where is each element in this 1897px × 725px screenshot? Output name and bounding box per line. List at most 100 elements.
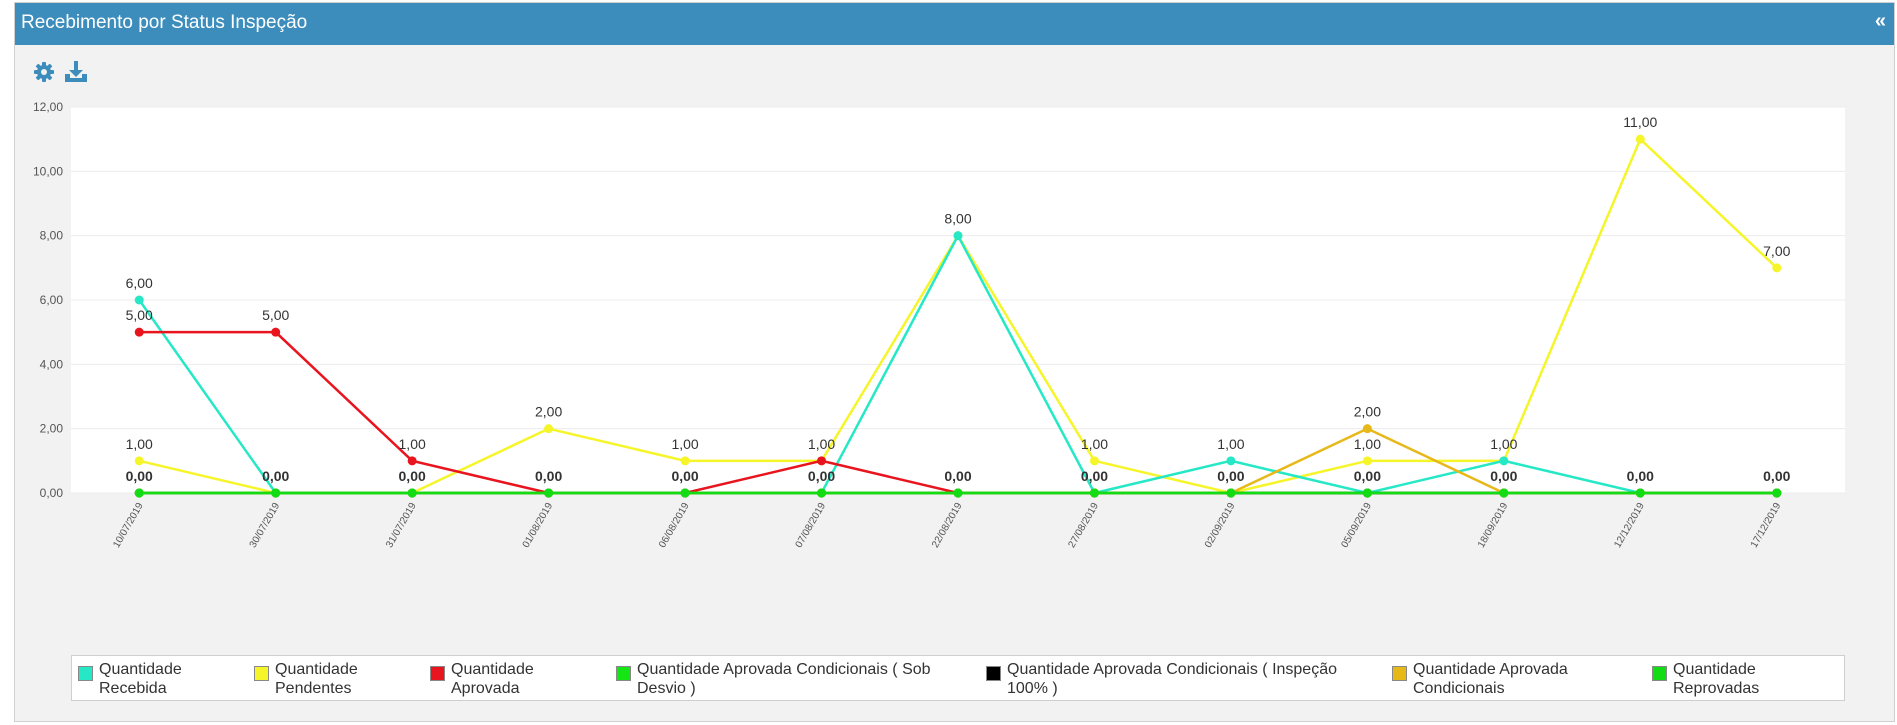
x-tick-label: 27/08/2019 — [1067, 501, 1102, 550]
collapse-button[interactable]: « — [1874, 10, 1886, 32]
legend-swatch — [1652, 666, 1667, 681]
legend-label: Quantidade Aprovada Condicionais ( Sob De… — [637, 661, 931, 697]
legend-swatch — [616, 666, 631, 681]
data-point — [407, 456, 417, 466]
data-point — [271, 488, 281, 498]
legend-label: Quantidade Aprovada Condicionais — [1413, 661, 1568, 697]
data-label: 0,00 — [808, 468, 835, 484]
data-label: 1,00 — [1490, 436, 1517, 452]
y-tick-label: 0,00 — [40, 486, 64, 500]
data-point — [1226, 456, 1236, 466]
data-label: 0,00 — [535, 468, 562, 484]
data-label: 11,00 — [1623, 114, 1657, 130]
legend-item-aprovada[interactable]: Quantidade Aprovada — [430, 660, 534, 698]
data-label: 1,00 — [126, 436, 153, 452]
data-point — [1635, 134, 1645, 144]
data-point — [134, 456, 144, 466]
gear-icon — [34, 62, 54, 82]
data-point — [407, 488, 417, 498]
x-tick-label: 06/08/2019 — [657, 501, 692, 550]
legend-label: Quantidade Aprovada — [451, 661, 534, 697]
data-label: 0,00 — [262, 468, 289, 484]
x-tick-label: 05/09/2019 — [1339, 501, 1374, 550]
data-label: 0,00 — [944, 468, 971, 484]
legend-swatch — [986, 666, 1001, 681]
data-label: 0,00 — [1217, 468, 1244, 484]
data-point — [953, 231, 963, 241]
data-label: 0,00 — [671, 468, 698, 484]
data-point — [1089, 488, 1099, 498]
data-point — [1772, 263, 1782, 273]
legend-swatch — [78, 666, 93, 681]
x-tick-label: 17/12/2019 — [1749, 501, 1784, 550]
data-point — [134, 327, 144, 337]
data-point — [1772, 488, 1782, 498]
data-label: 0,00 — [126, 468, 153, 484]
chart-toolbar — [31, 59, 91, 87]
data-label: 2,00 — [1354, 404, 1381, 420]
data-point — [1089, 456, 1099, 466]
data-label: 1,00 — [1081, 436, 1108, 452]
legend-item-aprovada-condicionais[interactable]: Quantidade Aprovada Condicionais — [1392, 660, 1568, 698]
x-tick-label: 18/09/2019 — [1476, 501, 1511, 550]
legend-label: Quantidade Recebida — [99, 661, 182, 697]
data-point — [1362, 456, 1372, 466]
chart-legend: Quantidade Recebida Quantidade Pendentes Q… — [71, 655, 1845, 701]
data-point — [817, 456, 827, 466]
data-label: 5,00 — [262, 307, 289, 323]
data-point — [680, 456, 690, 466]
data-point — [817, 488, 827, 498]
legend-item-aprovada-inspecao-100[interactable]: Quantidade Aprovada Condicionais ( Inspe… — [986, 660, 1337, 698]
x-tick-label: 30/07/2019 — [248, 501, 283, 550]
chart-panel: Recebimento por Status Inspeção « — [14, 2, 1895, 722]
panel-title: Recebimento por Status Inspeção — [21, 12, 308, 33]
legend-item-recebida[interactable]: Quantidade Recebida — [78, 660, 182, 698]
data-label: 1,00 — [399, 436, 426, 452]
data-label: 1,00 — [1354, 436, 1381, 452]
data-point — [1226, 488, 1236, 498]
data-point — [1499, 488, 1509, 498]
x-tick-label: 12/12/2019 — [1612, 501, 1647, 550]
data-label: 8,00 — [944, 211, 971, 227]
data-point — [1635, 488, 1645, 498]
x-tick-label: 10/07/2019 — [111, 501, 146, 550]
legend-label: Quantidade Reprovadas — [1673, 661, 1760, 697]
data-point — [544, 424, 554, 434]
y-tick-label: 6,00 — [40, 293, 64, 307]
chart-area: 0,00 2,00 4,00 6,00 8,00 10,00 12,00 10/07/2019… — [15, 95, 1875, 660]
download-icon — [65, 61, 88, 82]
settings-button[interactable] — [31, 59, 57, 85]
legend-swatch — [1392, 666, 1407, 681]
y-tick-label: 2,00 — [40, 422, 64, 436]
data-label: 0,00 — [1354, 468, 1381, 484]
data-label: 2,00 — [535, 404, 562, 420]
data-label: 6,00 — [126, 275, 153, 291]
y-tick-label: 10,00 — [33, 164, 63, 178]
data-label: 0,00 — [1763, 468, 1790, 484]
legend-swatch — [254, 666, 269, 681]
data-label: 1,00 — [1217, 436, 1244, 452]
legend-swatch — [430, 666, 445, 681]
data-point — [1499, 456, 1509, 466]
data-label: 7,00 — [1763, 243, 1790, 259]
data-label: 0,00 — [1627, 468, 1654, 484]
legend-item-reprovadas[interactable]: Quantidade Reprovadas — [1652, 660, 1759, 698]
legend-item-aprovada-sob-desvio[interactable]: Quantidade Aprovada Condicionais ( Sob De… — [616, 660, 931, 698]
data-point — [1362, 488, 1372, 498]
data-label: 1,00 — [808, 436, 835, 452]
legend-item-pendentes[interactable]: Quantidade Pendentes — [254, 660, 358, 698]
x-tick-label: 01/08/2019 — [521, 501, 556, 550]
data-point — [271, 327, 281, 337]
data-point — [680, 488, 690, 498]
data-point — [134, 488, 144, 498]
y-tick-label: 4,00 — [40, 357, 64, 371]
x-tick-label: 02/09/2019 — [1203, 501, 1238, 550]
y-tick-label: 12,00 — [33, 100, 63, 114]
data-point — [544, 488, 554, 498]
x-tick-label: 31/07/2019 — [384, 501, 419, 550]
data-point — [1362, 424, 1372, 434]
data-point — [134, 295, 144, 305]
x-tick-label: 07/08/2019 — [794, 501, 829, 550]
data-label: 1,00 — [671, 436, 698, 452]
download-button[interactable] — [63, 59, 89, 85]
